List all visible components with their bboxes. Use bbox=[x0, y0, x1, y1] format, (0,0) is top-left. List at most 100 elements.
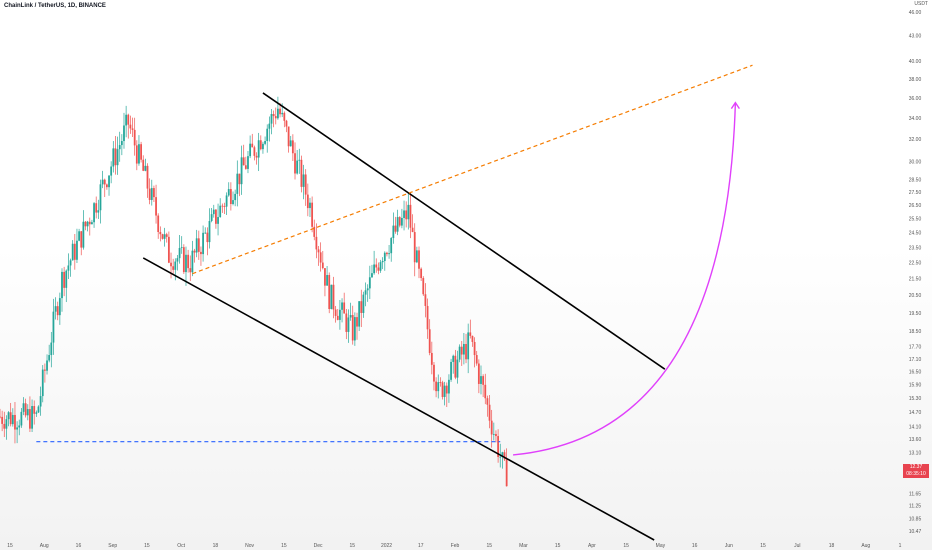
candle-body bbox=[279, 108, 281, 115]
candle-body bbox=[204, 232, 207, 234]
candle-body bbox=[3, 423, 6, 429]
time-tick-label: 15 bbox=[486, 543, 492, 549]
time-tick-label: 15 bbox=[623, 543, 629, 549]
candle-body bbox=[159, 231, 162, 235]
price-tick-label: 43.00 bbox=[909, 33, 922, 39]
candle-body bbox=[351, 315, 354, 341]
candle-body bbox=[415, 250, 418, 263]
candle-body bbox=[257, 140, 260, 158]
candle-body bbox=[488, 404, 491, 421]
candle-body bbox=[22, 403, 25, 412]
candle-body bbox=[176, 258, 179, 262]
time-tick-label: 16 bbox=[76, 543, 82, 549]
price-tick-label: 30.00 bbox=[909, 160, 922, 166]
time-tick-label: 15 bbox=[555, 543, 561, 549]
candle-body bbox=[343, 302, 346, 314]
candle-body bbox=[148, 188, 151, 200]
candle-body bbox=[180, 247, 183, 249]
candle-body bbox=[362, 294, 365, 313]
time-tick-label: 1 bbox=[899, 543, 902, 549]
candle-body bbox=[456, 359, 459, 378]
price-tick-label: 28.50 bbox=[909, 178, 922, 184]
candle-body bbox=[386, 252, 388, 255]
candle-body bbox=[48, 355, 51, 361]
candle-body bbox=[63, 271, 66, 288]
price-tick-label: 15.30 bbox=[909, 396, 922, 402]
price-tick-label: 10.47 bbox=[909, 529, 922, 535]
candle-body bbox=[46, 360, 48, 371]
currency-label[interactable]: USDT bbox=[914, 1, 928, 7]
candle-body bbox=[35, 412, 38, 414]
candle-body bbox=[1, 416, 4, 424]
candle-body bbox=[328, 275, 331, 309]
candle-body bbox=[420, 268, 423, 279]
candle-body bbox=[368, 277, 371, 289]
candle-body bbox=[41, 369, 44, 397]
candle-body bbox=[377, 267, 380, 271]
time-axis[interactable]: 15 Aug 16 Sep 15 Oct 18 Nov 15 Dec 15 2022 17 Feb 15 Ma… bbox=[7, 543, 901, 549]
candle-body bbox=[332, 284, 335, 310]
price-axis[interactable]: 46.00 43.00 40.00 38.00 36.00 34.00 32.00 30.00… bbox=[909, 10, 922, 535]
candle-body bbox=[445, 385, 448, 394]
candle-body bbox=[262, 143, 264, 150]
candle-body bbox=[7, 412, 10, 420]
candle-body bbox=[356, 317, 358, 327]
candle-body bbox=[185, 254, 187, 273]
candle-body bbox=[150, 188, 153, 200]
time-tick-label: Jun bbox=[725, 543, 733, 549]
price-tick-label: 23.50 bbox=[909, 245, 922, 251]
candle-body bbox=[403, 210, 405, 218]
candle-body bbox=[244, 165, 247, 169]
projection-arrow-curve bbox=[512, 102, 737, 456]
candle-body bbox=[29, 409, 31, 429]
candle-body bbox=[125, 114, 128, 126]
candle-body bbox=[123, 125, 125, 142]
candle-body bbox=[482, 376, 485, 385]
candle-body bbox=[505, 459, 508, 487]
time-tick-label: May bbox=[656, 543, 666, 549]
candle-body bbox=[234, 193, 237, 201]
candle-body bbox=[302, 174, 305, 187]
candle-body bbox=[300, 159, 303, 187]
candle-body bbox=[112, 148, 115, 167]
candle-body bbox=[82, 221, 85, 248]
price-tick-label: 15.90 bbox=[909, 382, 922, 388]
candle-body bbox=[306, 194, 309, 209]
candle-body bbox=[492, 433, 495, 435]
candle-body bbox=[52, 311, 55, 343]
candle-body bbox=[240, 157, 243, 185]
candle-body bbox=[388, 253, 390, 255]
candle-body bbox=[347, 317, 350, 332]
price-tick-label: 21.50 bbox=[909, 277, 922, 283]
candle-body bbox=[291, 140, 294, 154]
candle-body bbox=[97, 210, 100, 213]
candle-body bbox=[341, 302, 343, 310]
candle-body bbox=[232, 200, 234, 205]
candle-body bbox=[339, 309, 341, 320]
candle-body bbox=[424, 294, 427, 306]
candle-body bbox=[61, 271, 63, 299]
candle-body bbox=[54, 306, 57, 312]
candle-body bbox=[255, 155, 258, 158]
candle-body bbox=[127, 114, 130, 125]
candle-body bbox=[330, 284, 333, 309]
candle-body bbox=[80, 231, 83, 248]
candle-body bbox=[394, 225, 397, 232]
candle-body bbox=[396, 217, 399, 232]
candle-body bbox=[277, 108, 279, 119]
candle-body bbox=[490, 420, 493, 435]
candle-body bbox=[364, 290, 367, 295]
candle-body bbox=[390, 238, 393, 254]
time-tick-label: Aug bbox=[861, 543, 870, 549]
candle-body bbox=[11, 414, 14, 425]
candle-body bbox=[172, 266, 175, 270]
candle-body bbox=[161, 234, 164, 239]
price-tick-label: 14.70 bbox=[909, 410, 922, 416]
candle-body bbox=[5, 419, 8, 429]
candle-body bbox=[140, 144, 142, 160]
candle-body bbox=[426, 305, 429, 330]
candle-body bbox=[76, 240, 78, 260]
price-tick-label: 46.00 bbox=[909, 10, 922, 16]
candle-body bbox=[187, 254, 190, 269]
